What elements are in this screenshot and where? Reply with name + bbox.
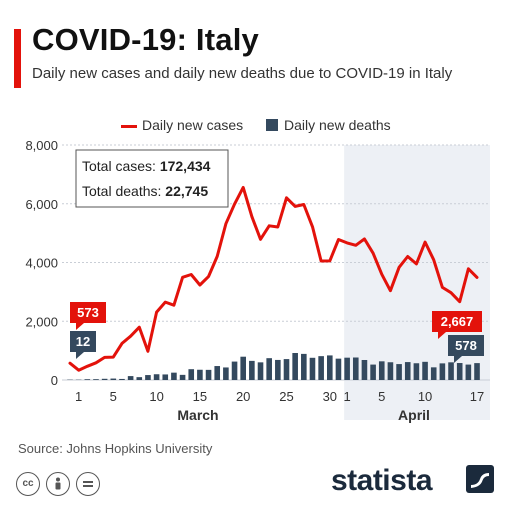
statista-logo-icon	[466, 465, 494, 493]
deaths-bar	[335, 358, 342, 380]
deaths-bar	[205, 369, 212, 380]
first-deaths-label-box	[70, 331, 96, 352]
deaths-bar	[127, 376, 134, 380]
deaths-bar	[275, 359, 281, 380]
deaths-bar	[283, 359, 290, 380]
legend-cases-swatch	[121, 125, 137, 128]
deaths-bar	[448, 362, 454, 380]
deaths-bar	[110, 378, 117, 380]
deaths-bar	[223, 367, 229, 380]
deaths-bar	[352, 357, 359, 380]
deaths-bar	[327, 355, 333, 380]
x-tick-label: 20	[236, 389, 250, 404]
deaths-bar	[249, 360, 255, 380]
deaths-bar	[430, 367, 437, 380]
deaths-bar	[413, 363, 420, 380]
x-tick-label: 5	[110, 389, 117, 404]
cc-icon: cc	[16, 472, 40, 496]
y-tick-label: 8,000	[25, 138, 58, 153]
total-deaths-value: 22,745	[165, 183, 208, 199]
chart-title: COVID-19: Italy	[32, 22, 259, 57]
x-tick-label: 17	[470, 389, 484, 404]
last-cases-label-box	[432, 311, 482, 332]
last-deaths-label-pointer	[454, 356, 462, 363]
deaths-bar	[257, 362, 264, 380]
deaths-bar	[370, 364, 376, 380]
deaths-bar	[474, 363, 480, 380]
deaths-bar	[387, 362, 394, 380]
y-tick-label: 4,000	[25, 256, 58, 271]
chart-subtitle: Daily new cases and daily new deaths due…	[32, 65, 453, 82]
deaths-bar	[292, 353, 298, 380]
deaths-bar	[439, 363, 446, 380]
first-cases-label-pointer	[76, 323, 84, 330]
cases-line	[68, 185, 479, 372]
x-tick-label: 1	[344, 389, 351, 404]
deaths-bar	[197, 369, 203, 380]
deaths-bar	[240, 356, 246, 380]
first-cases-label-box	[70, 302, 106, 323]
deaths-bar	[101, 378, 108, 380]
title-accent-bar	[14, 29, 21, 88]
total-cases-text: Total cases: 172,434	[82, 158, 211, 174]
x-tick-label: 5	[378, 389, 385, 404]
x-tick-label: 15	[193, 389, 207, 404]
by-icon	[46, 472, 70, 496]
deaths-bar	[309, 357, 316, 380]
deaths-bar	[396, 364, 402, 380]
x-tick-label: 1	[75, 389, 82, 404]
deaths-bar	[93, 379, 99, 380]
y-tick-label: 2,000	[25, 314, 58, 329]
deaths-bar	[188, 369, 195, 380]
nd-icon	[76, 472, 100, 496]
source-note: Source: Johns Hopkins University	[18, 441, 213, 456]
x-tick-label: 25	[279, 389, 293, 404]
deaths-bar	[361, 359, 368, 380]
deaths-bar	[119, 378, 125, 380]
deaths-bar	[422, 361, 428, 380]
legend-cases-label: Daily new cases	[142, 117, 244, 133]
deaths-bar	[378, 361, 385, 380]
last-deaths-label-box	[448, 335, 484, 356]
deaths-bar	[318, 356, 324, 380]
statista-brand: statista	[330, 464, 433, 497]
first-deaths-label: 12	[76, 334, 90, 349]
deaths-bar	[301, 353, 307, 380]
x-tick-label: 10	[149, 389, 163, 404]
y-tick-label: 6,000	[25, 197, 58, 212]
x-tick-label: 10	[418, 389, 432, 404]
legend-deaths-label: Daily new deaths	[284, 117, 391, 133]
deaths-bar	[404, 362, 411, 380]
last-cases-label-pointer	[438, 332, 446, 339]
deaths-bar	[162, 374, 169, 380]
x-tick-label: 30	[323, 389, 337, 404]
totals-box	[75, 149, 229, 208]
deaths-bar	[456, 363, 463, 380]
x-month-label: March	[177, 407, 218, 423]
deaths-bar	[465, 364, 472, 380]
x-month-label: April	[398, 407, 430, 423]
total-cases-value: 172,434	[160, 158, 211, 174]
chart-legend: Daily new cases Daily new deaths	[0, 117, 512, 135]
deaths-bar	[266, 358, 272, 380]
last-cases-label: 2,667	[441, 314, 474, 329]
deaths-bar	[214, 366, 221, 380]
deaths-bar	[153, 374, 160, 380]
deaths-bar	[231, 361, 238, 380]
legend-deaths-swatch	[266, 119, 278, 131]
deaths-bar	[136, 377, 143, 380]
deaths-bar	[84, 379, 91, 380]
deaths-bar	[171, 372, 177, 380]
first-deaths-label-pointer	[76, 352, 84, 359]
deaths-bar	[145, 375, 151, 380]
first-cases-label: 573	[77, 305, 99, 320]
deaths-bar	[179, 374, 186, 380]
y-tick-label: 0	[51, 373, 58, 388]
last-deaths-label: 578	[455, 338, 477, 353]
deaths-bar	[344, 357, 350, 380]
total-deaths-text: Total deaths: 22,745	[82, 183, 208, 199]
